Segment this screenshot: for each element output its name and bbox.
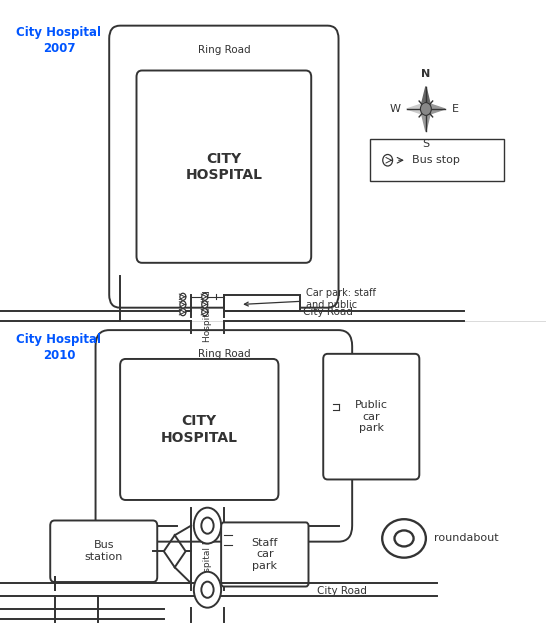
Text: City Hospital
2007: City Hospital 2007	[16, 26, 102, 54]
Text: Bus stop: Bus stop	[412, 155, 460, 165]
Text: City Road: City Road	[317, 586, 366, 596]
Polygon shape	[407, 103, 426, 115]
Circle shape	[202, 293, 207, 300]
FancyBboxPatch shape	[109, 26, 339, 308]
Text: Staff
car
park: Staff car park	[252, 538, 278, 571]
Circle shape	[420, 103, 431, 115]
FancyBboxPatch shape	[136, 71, 311, 263]
FancyBboxPatch shape	[370, 139, 504, 181]
FancyBboxPatch shape	[221, 522, 308, 587]
Text: Hospital Rd: Hospital Rd	[203, 290, 212, 342]
Text: CITY
HOSPITAL: CITY HOSPITAL	[161, 414, 238, 445]
FancyBboxPatch shape	[323, 354, 419, 479]
Ellipse shape	[201, 517, 213, 534]
Text: S: S	[422, 139, 430, 149]
Text: roundabout: roundabout	[434, 533, 498, 544]
Polygon shape	[426, 103, 445, 115]
Ellipse shape	[194, 572, 221, 608]
Ellipse shape	[194, 508, 221, 544]
Text: Public
car
park: Public car park	[355, 400, 388, 433]
Text: Hospital Rd: Hospital Rd	[203, 532, 212, 583]
FancyBboxPatch shape	[96, 330, 352, 542]
Ellipse shape	[382, 519, 426, 558]
Polygon shape	[420, 87, 431, 109]
Ellipse shape	[394, 531, 414, 546]
Text: City Hospital
2010: City Hospital 2010	[16, 333, 102, 362]
Text: N: N	[422, 69, 430, 79]
Text: City Road: City Road	[302, 307, 353, 317]
Text: Ring Road: Ring Road	[198, 45, 250, 55]
FancyBboxPatch shape	[50, 520, 157, 582]
Text: Bus
station: Bus station	[85, 540, 123, 562]
Text: W: W	[389, 104, 400, 114]
Text: E: E	[452, 104, 459, 114]
Circle shape	[202, 309, 207, 316]
Circle shape	[180, 309, 186, 316]
Circle shape	[180, 293, 186, 300]
Text: Ring Road: Ring Road	[198, 349, 250, 360]
FancyBboxPatch shape	[224, 295, 300, 311]
Ellipse shape	[201, 581, 213, 598]
FancyBboxPatch shape	[120, 359, 278, 500]
Circle shape	[180, 301, 186, 308]
Circle shape	[202, 301, 207, 308]
Polygon shape	[420, 109, 431, 131]
Text: Car park: staff
and public: Car park: staff and public	[245, 288, 376, 310]
Text: CITY
HOSPITAL: CITY HOSPITAL	[185, 151, 263, 182]
Circle shape	[383, 154, 393, 166]
